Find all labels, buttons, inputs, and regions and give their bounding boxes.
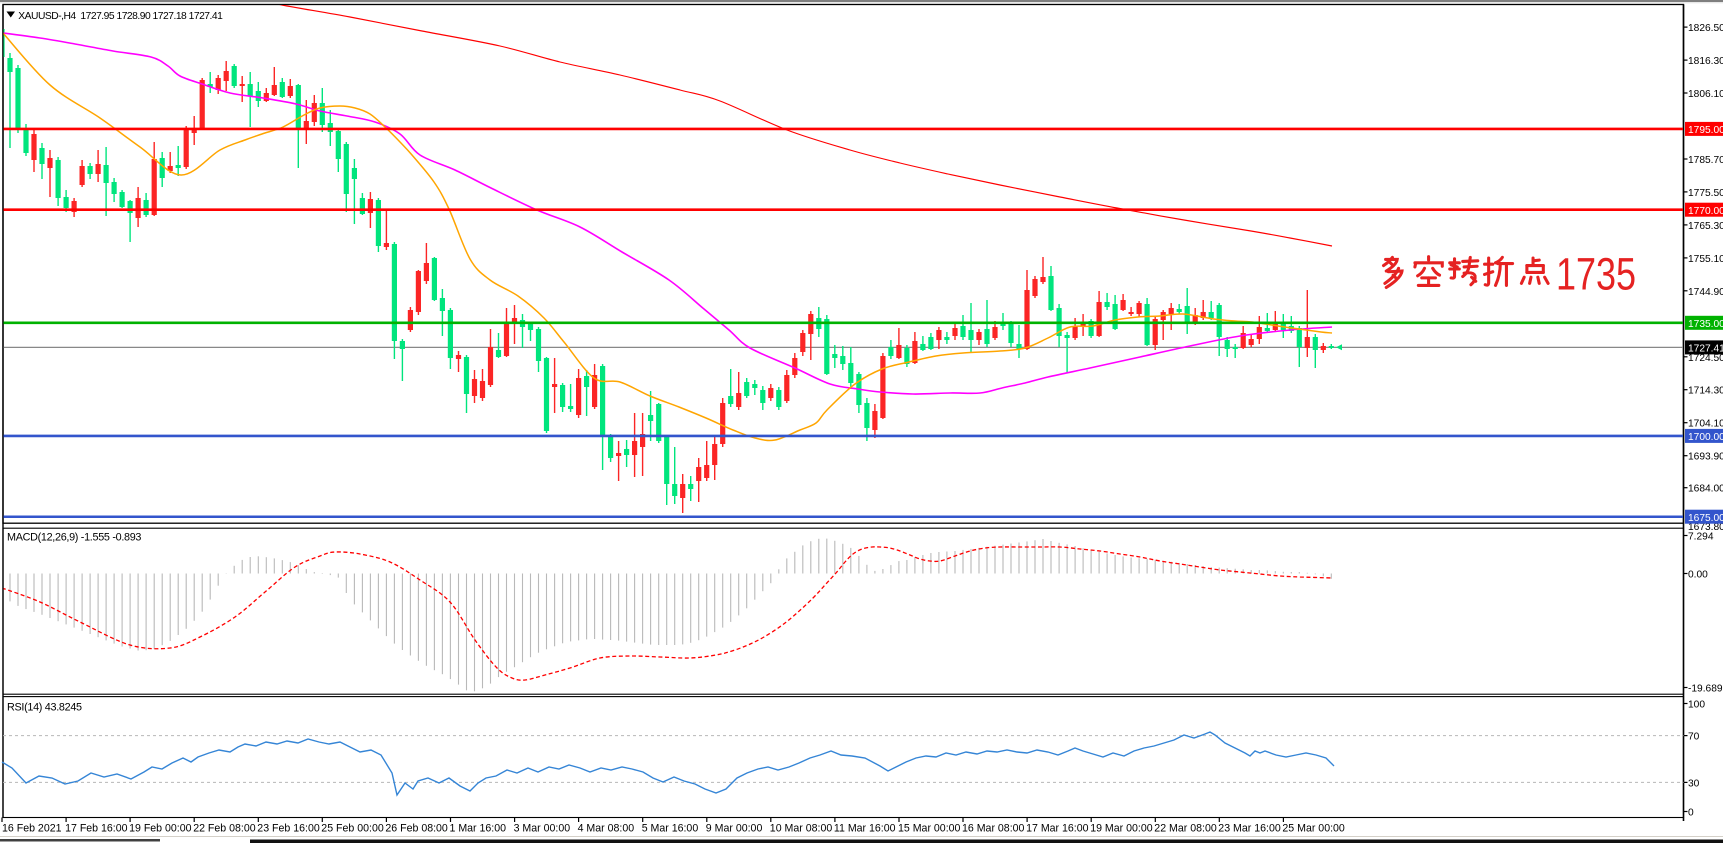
svg-text:1816.30: 1816.30 [1688,56,1723,67]
svg-text:1727.41: 1727.41 [1688,344,1723,355]
svg-text:1684.00: 1684.00 [1688,484,1723,495]
svg-text:25 Feb 00:00: 25 Feb 00:00 [321,823,384,835]
svg-text:1795.00: 1795.00 [1688,125,1723,136]
svg-text:1806.10: 1806.10 [1688,89,1723,100]
svg-text:1735.00: 1735.00 [1688,319,1723,330]
svg-text:1714.30: 1714.30 [1688,386,1723,397]
svg-text:1 Mar 16:00: 1 Mar 16:00 [450,823,507,835]
svg-text:22 Feb 08:00: 22 Feb 08:00 [193,823,256,835]
svg-text:17 Feb 16:00: 17 Feb 16:00 [65,823,128,835]
svg-text:19 Mar 00:00: 19 Mar 00:00 [1090,823,1153,835]
svg-text:16 Mar 08:00: 16 Mar 08:00 [962,823,1025,835]
svg-text:23 Mar 16:00: 23 Mar 16:00 [1218,823,1281,835]
svg-text:MACD(12,26,9) -1.555 -0.893: MACD(12,26,9) -1.555 -0.893 [7,532,141,544]
svg-text:9 Mar 00:00: 9 Mar 00:00 [706,823,763,835]
svg-text:1765.30: 1765.30 [1688,221,1723,232]
svg-text:17 Mar 16:00: 17 Mar 16:00 [1026,823,1089,835]
svg-text:1744.90: 1744.90 [1688,287,1723,298]
svg-text:1770.00: 1770.00 [1688,206,1723,217]
svg-text:25 Mar 00:00: 25 Mar 00:00 [1282,823,1345,835]
svg-text:15 Mar 00:00: 15 Mar 00:00 [898,823,961,835]
svg-text:5 Mar 16:00: 5 Mar 16:00 [642,823,699,835]
svg-text:1700.00: 1700.00 [1688,432,1723,443]
svg-text:1675.00: 1675.00 [1688,513,1723,524]
svg-text:26 Feb 08:00: 26 Feb 08:00 [385,823,448,835]
svg-text:30: 30 [1688,778,1700,789]
svg-text:-19.689: -19.689 [1688,684,1723,695]
svg-text:1785.70: 1785.70 [1688,155,1723,166]
svg-text:10 Mar 08:00: 10 Mar 08:00 [770,823,833,835]
svg-text:11 Mar 16:00: 11 Mar 16:00 [834,823,896,835]
svg-text:4 Mar 08:00: 4 Mar 08:00 [578,823,635,835]
svg-text:RSI(14) 43.8245: RSI(14) 43.8245 [7,702,82,714]
svg-text:100: 100 [1688,700,1705,711]
svg-text:3 Mar 00:00: 3 Mar 00:00 [514,823,571,835]
svg-text:1735: 1735 [1556,249,1636,300]
svg-text:0.00: 0.00 [1688,570,1708,581]
svg-text:1693.90: 1693.90 [1688,452,1723,463]
svg-text:1826.50: 1826.50 [1688,23,1723,34]
svg-text:1755.10: 1755.10 [1688,254,1723,265]
svg-text:22 Mar 08:00: 22 Mar 08:00 [1154,823,1217,835]
svg-text:1724.50: 1724.50 [1688,353,1723,364]
svg-text:19 Feb 00:00: 19 Feb 00:00 [129,823,192,835]
svg-text:1775.50: 1775.50 [1688,188,1723,199]
svg-text:0: 0 [1688,808,1694,819]
svg-text:7.294: 7.294 [1688,532,1714,543]
svg-text:16 Feb 2021: 16 Feb 2021 [2,823,62,835]
svg-text:1673.80: 1673.80 [1688,522,1723,533]
svg-text:70: 70 [1688,732,1700,743]
svg-text:1704.10: 1704.10 [1688,419,1723,430]
svg-text:23 Feb 16:00: 23 Feb 16:00 [257,823,320,835]
svg-text:XAUUSD-,H4 1727.95 1728.90 17: XAUUSD-,H4 1727.95 1728.90 1727.18 1727.… [18,11,223,22]
